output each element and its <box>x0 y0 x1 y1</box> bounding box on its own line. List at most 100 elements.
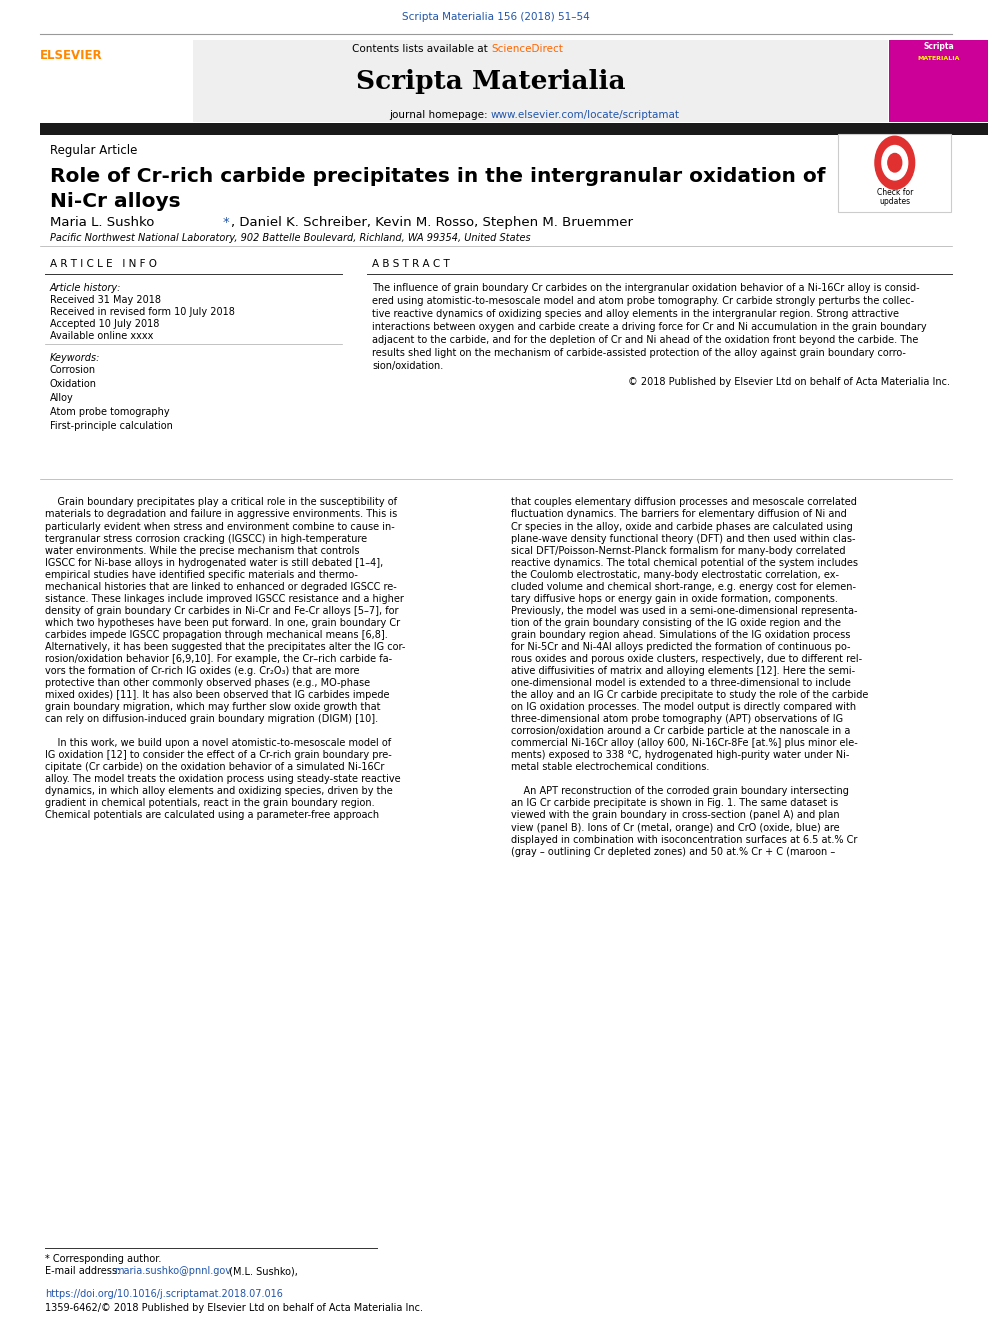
Text: metal stable electrochemical conditions.: metal stable electrochemical conditions. <box>511 762 709 773</box>
Text: water environments. While the precise mechanism that controls: water environments. While the precise me… <box>45 545 359 556</box>
Text: Contents lists available at: Contents lists available at <box>352 44 491 54</box>
Text: https://doi.org/10.1016/j.scriptamat.2018.07.016: https://doi.org/10.1016/j.scriptamat.201… <box>45 1289 283 1299</box>
Text: A R T I C L E   I N F O: A R T I C L E I N F O <box>50 259 157 270</box>
Text: IG oxidation [12] to consider the effect of a Cr-rich grain boundary pre-: IG oxidation [12] to consider the effect… <box>45 750 392 761</box>
Text: can rely on diffusion-induced grain boundary migration (DIGM) [10].: can rely on diffusion-induced grain boun… <box>45 714 378 724</box>
Text: The influence of grain boundary Cr carbides on the intergranular oxidation behav: The influence of grain boundary Cr carbi… <box>372 283 920 294</box>
Text: Atom probe tomography: Atom probe tomography <box>50 406 170 417</box>
Text: sical DFT/Poisson-Nernst-Planck formalism for many-body correlated: sical DFT/Poisson-Nernst-Planck formalis… <box>511 545 845 556</box>
Text: Cr species in the alloy, oxide and carbide phases are calculated using: Cr species in the alloy, oxide and carbi… <box>511 521 853 532</box>
Text: ScienceDirect: ScienceDirect <box>491 44 562 54</box>
Circle shape <box>875 136 915 189</box>
Text: displayed in combination with isoconcentration surfaces at 6.5 at.% Cr: displayed in combination with isoconcent… <box>511 835 857 844</box>
Text: plane-wave density functional theory (DFT) and then used within clas-: plane-wave density functional theory (DF… <box>511 533 855 544</box>
Text: (gray – outlining Cr depleted zones) and 50 at.% Cr + C (maroon –: (gray – outlining Cr depleted zones) and… <box>511 847 835 856</box>
Text: Oxidation: Oxidation <box>50 378 96 389</box>
Text: Previously, the model was used in a semi-one-dimensional representa-: Previously, the model was used in a semi… <box>511 606 857 615</box>
Text: Scripta: Scripta <box>924 42 953 52</box>
Text: mixed oxides) [11]. It has also been observed that IG carbides impede: mixed oxides) [11]. It has also been obs… <box>45 691 389 700</box>
Text: , Daniel K. Schreiber, Kevin M. Rosso, Stephen M. Bruemmer: , Daniel K. Schreiber, Kevin M. Rosso, S… <box>231 216 633 229</box>
Text: Maria L. Sushko: Maria L. Sushko <box>50 216 159 229</box>
Text: Scripta Materialia: Scripta Materialia <box>356 69 626 94</box>
Text: Grain boundary precipitates play a critical role in the susceptibility of: Grain boundary precipitates play a criti… <box>45 497 397 508</box>
Text: results shed light on the mechanism of carbide-assisted protection of the alloy : results shed light on the mechanism of c… <box>372 348 906 359</box>
Text: particularly evident when stress and environment combine to cause in-: particularly evident when stress and env… <box>45 521 395 532</box>
Text: grain boundary migration, which may further slow oxide growth that: grain boundary migration, which may furt… <box>45 703 380 712</box>
Text: Role of Cr-rich carbide precipitates in the intergranular oxidation of: Role of Cr-rich carbide precipitates in … <box>50 167 825 185</box>
Text: one-dimensional model is extended to a three-dimensional to include: one-dimensional model is extended to a t… <box>511 677 851 688</box>
Text: empirical studies have identified specific materials and thermo-: empirical studies have identified specif… <box>45 570 357 579</box>
Text: Received in revised form 10 July 2018: Received in revised form 10 July 2018 <box>50 307 234 318</box>
Text: the Coulomb electrostatic, many-body electrostatic correlation, ex-: the Coulomb electrostatic, many-body ele… <box>511 570 839 579</box>
Text: Alloy: Alloy <box>50 393 73 404</box>
Text: E-mail address:: E-mail address: <box>45 1266 123 1277</box>
Text: ative diffusivities of matrix and alloying elements [12]. Here the semi-: ative diffusivities of matrix and alloyi… <box>511 665 855 676</box>
Text: www.elsevier.com/locate/scriptamat: www.elsevier.com/locate/scriptamat <box>491 110 681 120</box>
Text: that couples elementary diffusion processes and mesoscale correlated: that couples elementary diffusion proces… <box>511 497 857 508</box>
Text: rous oxides and porous oxide clusters, respectively, due to different rel-: rous oxides and porous oxide clusters, r… <box>511 654 862 664</box>
Text: protective than other commonly observed phases (e.g., MO-phase: protective than other commonly observed … <box>45 677 370 688</box>
Text: (M.L. Sushko),: (M.L. Sushko), <box>226 1266 298 1277</box>
Text: commercial Ni-16Cr alloy (alloy 600, Ni-16Cr-8Fe [at.%] plus minor ele-: commercial Ni-16Cr alloy (alloy 600, Ni-… <box>511 738 858 749</box>
Text: IGSCC for Ni-base alloys in hydrogenated water is still debated [1–4],: IGSCC for Ni-base alloys in hydrogenated… <box>45 558 383 568</box>
Text: corrosion/oxidation around a Cr carbide particle at the nanoscale in a: corrosion/oxidation around a Cr carbide … <box>511 726 850 736</box>
Text: on IG oxidation processes. The model output is directly compared with: on IG oxidation processes. The model out… <box>511 703 856 712</box>
Text: tion of the grain boundary consisting of the IG oxide region and the: tion of the grain boundary consisting of… <box>511 618 841 628</box>
Text: 1359-6462/© 2018 Published by Elsevier Ltd on behalf of Acta Materialia Inc.: 1359-6462/© 2018 Published by Elsevier L… <box>45 1303 423 1314</box>
Text: journal homepage:: journal homepage: <box>389 110 491 120</box>
Text: three-dimensional atom probe tomography (APT) observations of IG: three-dimensional atom probe tomography … <box>511 714 843 724</box>
Text: updates: updates <box>879 197 911 206</box>
Text: maria.sushko@pnnl.gov: maria.sushko@pnnl.gov <box>114 1266 231 1277</box>
Text: materials to degradation and failure in aggressive environments. This is: materials to degradation and failure in … <box>45 509 397 520</box>
Text: alloy. The model treats the oxidation process using steady-state reactive: alloy. The model treats the oxidation pr… <box>45 774 400 785</box>
Text: MATERIALIA: MATERIALIA <box>918 56 959 61</box>
Text: Keywords:: Keywords: <box>50 353 100 364</box>
Text: First-principle calculation: First-principle calculation <box>50 421 173 431</box>
Text: carbides impede IGSCC propagation through mechanical means [6,8].: carbides impede IGSCC propagation throug… <box>45 630 388 640</box>
Text: viewed with the grain boundary in cross-section (panel A) and plan: viewed with the grain boundary in cross-… <box>511 811 839 820</box>
Text: density of grain boundary Cr carbides in Ni-Cr and Fe-Cr alloys [5–7], for: density of grain boundary Cr carbides in… <box>45 606 398 615</box>
FancyBboxPatch shape <box>40 123 988 135</box>
Text: vors the formation of Cr-rich IG oxides (e.g. Cr₂O₃) that are more: vors the formation of Cr-rich IG oxides … <box>45 665 359 676</box>
Text: Accepted 10 July 2018: Accepted 10 July 2018 <box>50 319 159 329</box>
FancyBboxPatch shape <box>40 40 888 122</box>
Text: mechanical histories that are linked to enhanced or degraded IGSCC re-: mechanical histories that are linked to … <box>45 582 397 591</box>
Text: Regular Article: Regular Article <box>50 144 137 157</box>
Text: Check for: Check for <box>877 188 913 197</box>
Text: Corrosion: Corrosion <box>50 365 95 376</box>
Circle shape <box>888 153 902 172</box>
Text: tergranular stress corrosion cracking (IGSCC) in high-temperature: tergranular stress corrosion cracking (I… <box>45 533 367 544</box>
Text: © 2018 Published by Elsevier Ltd on behalf of Acta Materialia Inc.: © 2018 Published by Elsevier Ltd on beha… <box>628 377 950 386</box>
Text: for Ni-5Cr and Ni-4Al alloys predicted the formation of continuous po-: for Ni-5Cr and Ni-4Al alloys predicted t… <box>511 642 850 652</box>
Text: Chemical potentials are calculated using a parameter-free approach: Chemical potentials are calculated using… <box>45 811 379 820</box>
Text: An APT reconstruction of the corroded grain boundary intersecting: An APT reconstruction of the corroded gr… <box>511 786 849 796</box>
Text: Pacific Northwest National Laboratory, 902 Battelle Boulevard, Richland, WA 9935: Pacific Northwest National Laboratory, 9… <box>50 233 531 243</box>
Text: which two hypotheses have been put forward. In one, grain boundary Cr: which two hypotheses have been put forwa… <box>45 618 400 628</box>
Text: Available online xxxx: Available online xxxx <box>50 331 153 341</box>
Text: cipitate (Cr carbide) on the oxidation behavior of a simulated Ni-16Cr: cipitate (Cr carbide) on the oxidation b… <box>45 762 384 773</box>
Text: * Corresponding author.: * Corresponding author. <box>45 1254 161 1265</box>
Text: sion/oxidation.: sion/oxidation. <box>372 361 443 370</box>
Text: ELSEVIER: ELSEVIER <box>40 49 103 62</box>
Text: reactive dynamics. The total chemical potential of the system includes: reactive dynamics. The total chemical po… <box>511 558 858 568</box>
Text: tive reactive dynamics of oxidizing species and alloy elements in the intergranu: tive reactive dynamics of oxidizing spec… <box>372 310 899 319</box>
Text: view (panel B). Ions of Cr (metal, orange) and CrO (oxide, blue) are: view (panel B). Ions of Cr (metal, orang… <box>511 823 839 832</box>
Text: Scripta Materialia 156 (2018) 51–54: Scripta Materialia 156 (2018) 51–54 <box>402 12 590 22</box>
Text: the alloy and an IG Cr carbide precipitate to study the role of the carbide: the alloy and an IG Cr carbide precipita… <box>511 691 868 700</box>
Text: cluded volume and chemical short-range, e.g. energy cost for elemen-: cluded volume and chemical short-range, … <box>511 582 856 591</box>
Text: Alternatively, it has been suggested that the precipitates alter the IG cor-: Alternatively, it has been suggested tha… <box>45 642 405 652</box>
Text: ments) exposed to 338 °C, hydrogenated high-purity water under Ni-: ments) exposed to 338 °C, hydrogenated h… <box>511 750 849 761</box>
FancyBboxPatch shape <box>889 40 988 122</box>
Text: ered using atomistic-to-mesoscale model and atom probe tomography. Cr carbide st: ered using atomistic-to-mesoscale model … <box>372 296 914 306</box>
Text: Article history:: Article history: <box>50 283 121 294</box>
Text: gradient in chemical potentials, react in the grain boundary region.: gradient in chemical potentials, react i… <box>45 798 374 808</box>
Text: tary diffusive hops or energy gain in oxide formation, components.: tary diffusive hops or energy gain in ox… <box>511 594 838 603</box>
Text: Ni-Cr alloys: Ni-Cr alloys <box>50 192 181 210</box>
Text: adjacent to the carbide, and for the depletion of Cr and Ni ahead of the oxidati: adjacent to the carbide, and for the dep… <box>372 335 919 345</box>
Text: *: * <box>222 216 229 229</box>
Text: A B S T R A C T: A B S T R A C T <box>372 259 449 270</box>
Text: an IG Cr carbide precipitate is shown in Fig. 1. The same dataset is: an IG Cr carbide precipitate is shown in… <box>511 798 838 808</box>
Text: interactions between oxygen and carbide create a driving force for Cr and Ni acc: interactions between oxygen and carbide … <box>372 321 927 332</box>
Text: dynamics, in which alloy elements and oxidizing species, driven by the: dynamics, in which alloy elements and ox… <box>45 786 393 796</box>
FancyBboxPatch shape <box>40 40 193 122</box>
